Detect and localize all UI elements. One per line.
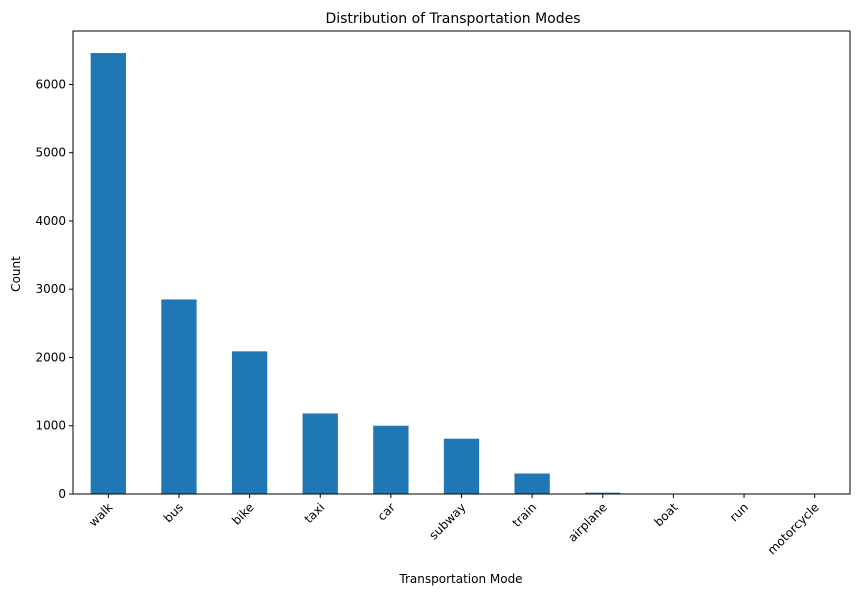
x-tick-label-bus: bus <box>161 500 186 525</box>
x-tick-label-run: run <box>727 500 751 524</box>
y-axis: 0 1000 2000 3000 4000 5000 6000 <box>35 77 73 501</box>
x-tick-label-motorcycle: motorcycle <box>765 500 822 557</box>
x-tick-label-car: car <box>375 500 398 523</box>
bars-group <box>90 53 833 495</box>
y-tick-label: 2000 <box>35 350 66 364</box>
chart-title: Distribution of Transportation Modes <box>325 11 580 27</box>
x-axis-label: Transportation Mode <box>398 572 522 586</box>
bar-airplane <box>585 492 621 494</box>
bar-taxi <box>302 413 338 494</box>
x-tick-label-bike: bike <box>229 500 256 527</box>
bar-train <box>514 473 550 494</box>
plot-frame <box>72 30 851 495</box>
x-tick-label-boat: boat <box>652 500 681 529</box>
x-tick-label-subway: subway <box>426 500 468 542</box>
bar-walk <box>90 53 126 495</box>
y-tick-label: 0 <box>58 487 66 501</box>
x-tick-label-airplane: airplane <box>565 500 609 544</box>
x-tick-label-train: train <box>510 500 540 530</box>
y-tick-label: 1000 <box>35 419 66 433</box>
y-tick-label: 3000 <box>35 282 66 296</box>
bar-bike <box>231 351 268 494</box>
x-tick-label-taxi: taxi <box>302 500 328 526</box>
x-axis: walk bus bike taxi car subway train airplane boa… <box>86 494 822 557</box>
y-tick-label: 6000 <box>35 77 66 91</box>
bar-car <box>373 425 409 494</box>
y-tick-label: 4000 <box>35 214 66 228</box>
y-axis-label: Count <box>9 256 23 292</box>
bar-bus <box>161 299 197 494</box>
y-tick-label: 5000 <box>35 146 66 160</box>
x-tick-label-walk: walk <box>86 500 115 529</box>
bar-subway <box>443 438 480 494</box>
